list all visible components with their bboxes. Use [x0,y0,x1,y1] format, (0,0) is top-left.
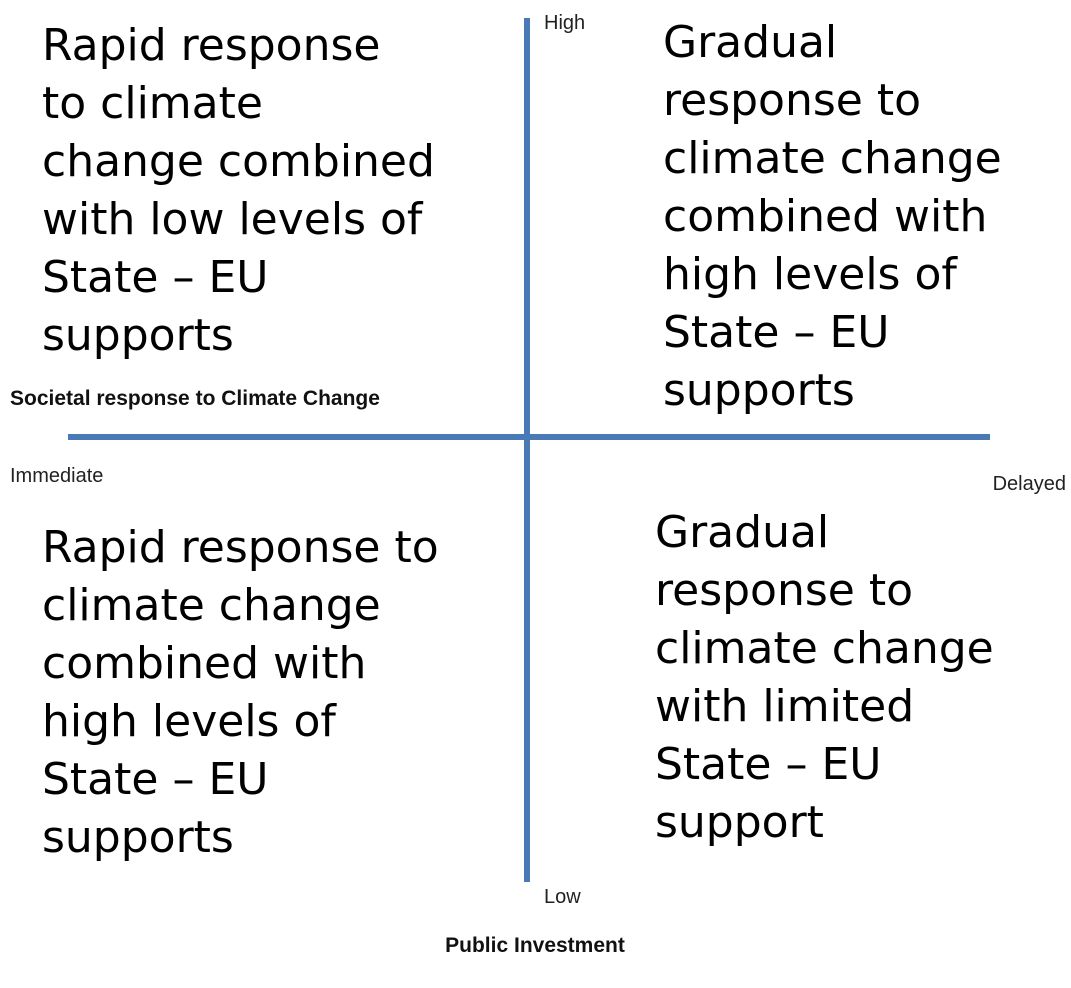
quadrant-text: State – EU [42,754,268,805]
quadrant-text: climate change [663,133,1002,184]
axis-label-immediate: Immediate [10,465,103,487]
quadrant-text: supports [42,310,234,361]
quadrant-text: Rapid response [42,20,381,71]
quadrant-text: State – EU [663,307,889,358]
quadrant-text: Gradual [655,507,829,558]
quadrant-text: supports [42,812,234,863]
quadrant-text: State – EU [42,252,268,303]
quadrant-text: climate change [655,623,994,674]
quadrant-text: Gradual [663,17,837,68]
quadrant-text: response to [655,565,913,616]
quadrant-text: change combined [42,136,435,187]
axis-label-high: High [544,12,585,34]
quadrant-text: combined with [663,191,987,242]
quadrant-text: high levels of [42,696,337,747]
axis-label-low: Low [544,886,581,908]
quadrant-text: high levels of [663,249,958,300]
axis-label-delayed: Delayed [993,473,1066,495]
quadrant-text: Rapid response to [42,522,439,573]
quadrant-text: support [655,797,824,848]
quadrant-text: supports [663,365,855,416]
axis-title-horizontal: Societal response to Climate Change [10,387,380,410]
quadrant-text: climate change [42,580,381,631]
quadrant-text: with low levels of [42,194,424,245]
quadrant-text: State – EU [655,739,881,790]
axis-title-vertical: Public Investment [445,934,625,957]
quadrant-text: to climate [42,78,263,129]
quadrant-text: with limited [655,681,914,732]
quadrant-text: response to [663,75,921,126]
quadrant-text: combined with [42,638,366,689]
